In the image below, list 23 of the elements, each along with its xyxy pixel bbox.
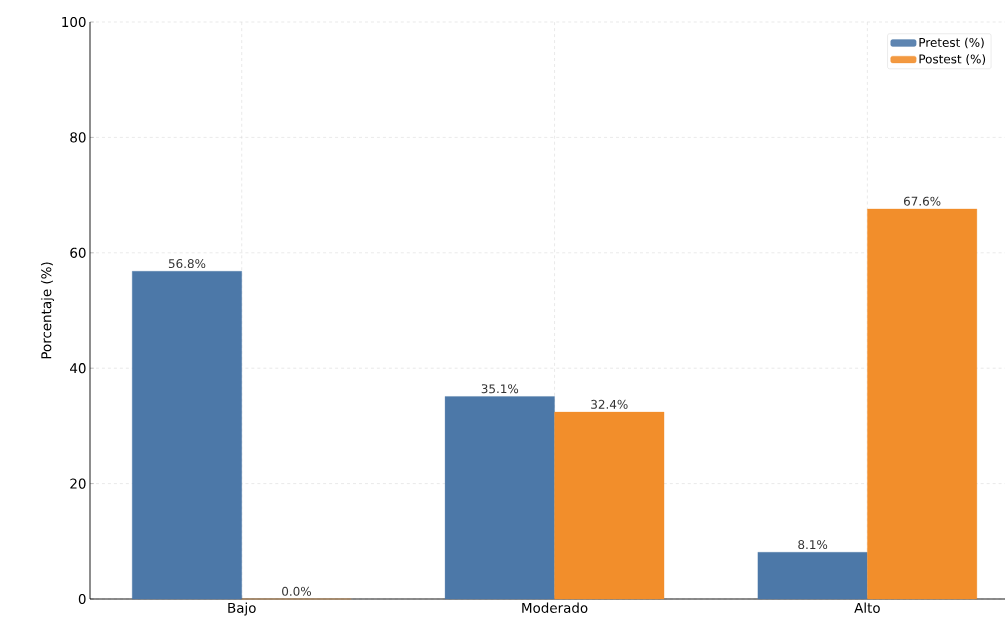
data-label: 35.1% — [481, 384, 519, 394]
y-tick-label: 100 — [62, 16, 86, 28]
data-label: 32.4% — [591, 399, 628, 409]
x-tick-label: Alto — [854, 602, 880, 613]
data-label: 0.0% — [282, 586, 311, 596]
legend-label: Postest (%) — [919, 54, 986, 65]
y-axis-title: Porcentaje (%) — [40, 262, 54, 359]
bar — [757, 552, 868, 600]
x-tick-label: Bajo — [228, 602, 256, 616]
legend-label: Pretest (%) — [919, 37, 984, 49]
bar — [444, 396, 555, 600]
data-label: 67.6% — [903, 196, 941, 206]
data-label: 56.8% — [168, 259, 206, 269]
bar — [132, 271, 242, 600]
bar — [554, 411, 665, 600]
bar — [867, 208, 978, 600]
y-tick-label: 20 — [70, 478, 86, 489]
y-tick-label: 80 — [70, 132, 86, 143]
y-tick-label: 60 — [70, 247, 86, 258]
x-tick-label: Moderado — [522, 602, 588, 613]
y-tick-label: 40 — [70, 363, 86, 374]
y-tick-label: 0 — [78, 593, 86, 605]
data-label: 8.1% — [798, 540, 828, 550]
